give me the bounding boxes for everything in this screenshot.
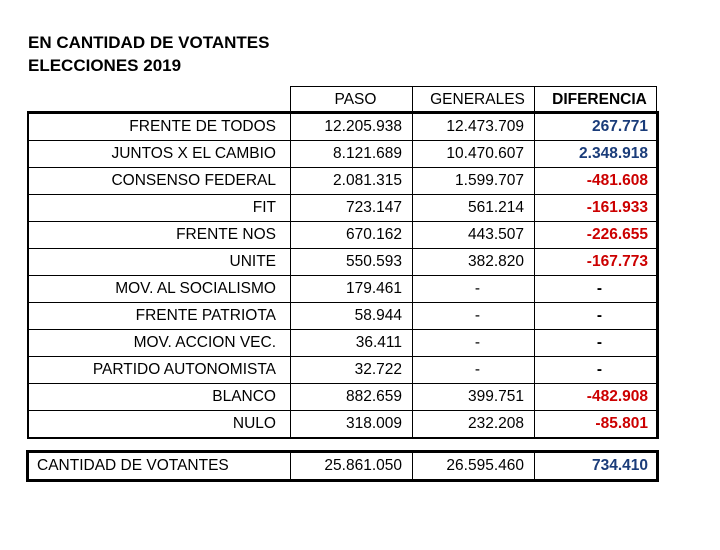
row-label: FRENTE NOS — [29, 221, 291, 248]
row-label: PARTIDO AUTONOMISTA — [29, 356, 291, 383]
table-row: FRENTE DE TODOS12.205.93812.473.709267.7… — [29, 113, 657, 140]
table-header-row: PASO GENERALES DIFERENCIA — [29, 86, 657, 113]
total-label: CANTIDAD DE VOTANTES — [29, 452, 291, 479]
row-diff: - — [535, 356, 657, 383]
table-row: BLANCO882.659399.751-482.908 — [29, 383, 657, 410]
row-paso: 179.461 — [291, 275, 413, 302]
row-diff: -226.655 — [535, 221, 657, 248]
total-paso: 25.861.050 — [291, 452, 413, 479]
table-row: UNITE550.593382.820-167.773 — [29, 248, 657, 275]
row-paso: 8.121.689 — [291, 140, 413, 167]
table-row: NULO318.009232.208-85.801 — [29, 410, 657, 437]
title-line-1: EN CANTIDAD DE VOTANTES — [28, 32, 692, 55]
row-label: BLANCO — [29, 383, 291, 410]
total-row: CANTIDAD DE VOTANTES 25.861.050 26.595.4… — [29, 452, 657, 479]
row-generales: 382.820 — [413, 248, 535, 275]
table-row: JUNTOS X EL CAMBIO8.121.68910.470.6072.3… — [29, 140, 657, 167]
row-diff: - — [535, 302, 657, 329]
row-generales: 443.507 — [413, 221, 535, 248]
row-diff: - — [535, 329, 657, 356]
page-title: EN CANTIDAD DE VOTANTES ELECCIONES 2019 — [28, 32, 692, 78]
row-generales: 232.208 — [413, 410, 535, 437]
table-row: PARTIDO AUTONOMISTA32.722-- — [29, 356, 657, 383]
header-generales: GENERALES — [413, 86, 535, 113]
title-line-2: ELECCIONES 2019 — [28, 55, 692, 78]
row-paso: 670.162 — [291, 221, 413, 248]
row-generales: 12.473.709 — [413, 113, 535, 140]
row-generales: - — [413, 329, 535, 356]
row-generales: 10.470.607 — [413, 140, 535, 167]
row-label: NULO — [29, 410, 291, 437]
row-generales: 399.751 — [413, 383, 535, 410]
row-generales: - — [413, 356, 535, 383]
header-paso: PASO — [291, 86, 413, 113]
row-label: MOV. AL SOCIALISMO — [29, 275, 291, 302]
row-label: CONSENSO FEDERAL — [29, 167, 291, 194]
table-row: MOV. AL SOCIALISMO179.461-- — [29, 275, 657, 302]
row-diff: - — [535, 275, 657, 302]
row-label: MOV. ACCION VEC. — [29, 329, 291, 356]
row-paso: 318.009 — [291, 410, 413, 437]
row-generales: - — [413, 275, 535, 302]
row-paso: 58.944 — [291, 302, 413, 329]
total-table: CANTIDAD DE VOTANTES 25.861.050 26.595.4… — [28, 452, 657, 480]
row-diff: -161.933 — [535, 194, 657, 221]
main-table: PASO GENERALES DIFERENCIA FRENTE DE TODO… — [28, 86, 657, 438]
row-diff: 267.771 — [535, 113, 657, 140]
row-diff: -481.608 — [535, 167, 657, 194]
table-row: FIT723.147561.214-161.933 — [29, 194, 657, 221]
row-generales: 561.214 — [413, 194, 535, 221]
row-paso: 882.659 — [291, 383, 413, 410]
row-label: FRENTE DE TODOS — [29, 113, 291, 140]
total-generales: 26.595.460 — [413, 452, 535, 479]
row-generales: - — [413, 302, 535, 329]
row-paso: 2.081.315 — [291, 167, 413, 194]
header-empty — [29, 86, 291, 113]
row-label: JUNTOS X EL CAMBIO — [29, 140, 291, 167]
row-diff: -167.773 — [535, 248, 657, 275]
row-paso: 550.593 — [291, 248, 413, 275]
row-diff: 2.348.918 — [535, 140, 657, 167]
table-row: FRENTE PATRIOTA58.944-- — [29, 302, 657, 329]
row-paso: 12.205.938 — [291, 113, 413, 140]
table-row: FRENTE NOS670.162443.507-226.655 — [29, 221, 657, 248]
table-row: MOV. ACCION VEC.36.411-- — [29, 329, 657, 356]
total-diff: 734.410 — [535, 452, 657, 479]
table-row: CONSENSO FEDERAL2.081.3151.599.707-481.6… — [29, 167, 657, 194]
row-generales: 1.599.707 — [413, 167, 535, 194]
row-paso: 36.411 — [291, 329, 413, 356]
row-diff: -85.801 — [535, 410, 657, 437]
row-diff: -482.908 — [535, 383, 657, 410]
row-paso: 32.722 — [291, 356, 413, 383]
row-paso: 723.147 — [291, 194, 413, 221]
row-label: FIT — [29, 194, 291, 221]
row-label: UNITE — [29, 248, 291, 275]
results-table: PASO GENERALES DIFERENCIA FRENTE DE TODO… — [28, 86, 692, 480]
header-diferencia: DIFERENCIA — [535, 86, 657, 113]
row-label: FRENTE PATRIOTA — [29, 302, 291, 329]
